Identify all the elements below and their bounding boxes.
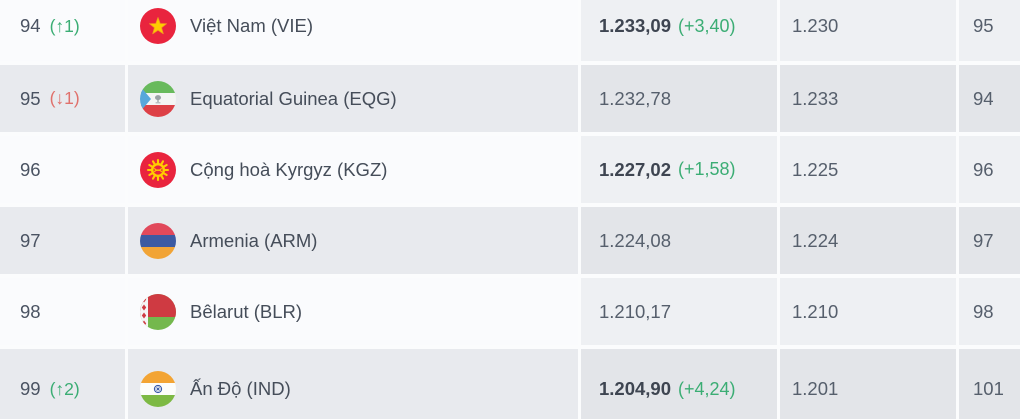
country-cell: Equatorial Guinea (EQG) [128, 65, 578, 132]
points-cell: 1.204,90 (+4,24) [581, 349, 777, 419]
previous-points-cell: 1.224 [780, 207, 956, 274]
points-value: 1.224,08 [599, 229, 672, 251]
previous-rank: 95 [973, 15, 994, 36]
country-cell: Ấn Độ (IND) [128, 349, 578, 419]
previous-rank-cell: 97 [959, 207, 1020, 274]
points-cell: 1.224,08 [581, 207, 777, 274]
kyrgyzstan-flag-icon [140, 151, 176, 188]
rank-movement: (↑1) [49, 15, 80, 36]
previous-points: 1.233 [792, 87, 839, 109]
points-value: 1.210,17 [599, 300, 672, 322]
country-cell: Việt Nam (VIE) [128, 0, 578, 61]
previous-rank-cell: 95 [959, 0, 1020, 61]
country-name: Việt Nam (VIE) [190, 15, 314, 36]
table-row[interactable]: 98 Bêlarut (BLR) 1.210,17 1.210 98 [0, 278, 1020, 345]
previous-points-cell: 1.210 [780, 278, 956, 345]
rank-number: 96 [20, 158, 41, 180]
previous-points-cell: 1.225 [780, 136, 956, 203]
rank-cell: 97 [0, 207, 125, 274]
previous-points: 1.225 [792, 158, 839, 180]
rank-cell: 98 [0, 278, 125, 345]
points-delta: (+1,58) [678, 159, 736, 179]
rank-cell: 94 (↑1) [0, 0, 125, 61]
country-cell: Armenia (ARM) [128, 207, 578, 274]
previous-rank-cell: 98 [959, 278, 1020, 345]
table-row[interactable]: 96 Cộng hoà Kyrgyz (KGZ) 1.227,02 (+1,58… [0, 136, 1020, 203]
country-name: Armenia (ARM) [190, 229, 318, 251]
previous-rank: 94 [973, 87, 994, 109]
table-row[interactable]: 95 (↓1) Equatorial Guinea (EQG) 1.232,78… [0, 65, 1020, 132]
points-value: 1.227,02 [599, 158, 672, 180]
previous-points: 1.210 [792, 300, 839, 322]
points-cell: 1.210,17 [581, 278, 777, 345]
previous-points: 1.230 [792, 15, 839, 36]
rank-number: 97 [20, 229, 41, 251]
previous-rank: 97 [973, 229, 994, 251]
rank-movement: (↑2) [49, 378, 80, 399]
vietnam-flag-icon [140, 8, 176, 44]
points-cell: 1.233,09 (+3,40) [581, 0, 777, 61]
points-cell: 1.227,02 (+1,58) [581, 136, 777, 203]
rank-number: 98 [20, 300, 41, 322]
belarus-flag-icon [140, 293, 176, 330]
rank-cell: 99 (↑2) [0, 349, 125, 419]
country-name: Equatorial Guinea (EQG) [190, 87, 397, 109]
rank-cell: 95 (↓1) [0, 65, 125, 132]
previous-rank: 98 [973, 300, 994, 322]
table-row[interactable]: 94 (↑1) Việt Nam (VIE) 1.233,09 (+3,40) … [0, 0, 1020, 61]
previous-rank: 96 [973, 158, 994, 180]
country-name: Bêlarut (BLR) [190, 300, 303, 322]
previous-points: 1.224 [792, 229, 839, 251]
points-delta: (+4,24) [678, 378, 736, 399]
country-name: Ấn Độ (IND) [190, 378, 291, 399]
rank-movement: (↓1) [49, 88, 80, 108]
previous-rank-cell: 101 [959, 349, 1020, 419]
points-value: 1.233,09 [599, 15, 672, 36]
armenia-flag-icon [140, 222, 176, 259]
previous-points: 1.201 [792, 378, 839, 399]
previous-points-cell: 1.230 [780, 0, 956, 61]
rank-number: 94 [20, 15, 41, 36]
previous-points-cell: 1.201 [780, 349, 956, 419]
previous-rank-cell: 96 [959, 136, 1020, 203]
points-cell: 1.232,78 [581, 65, 777, 132]
india-flag-icon [140, 371, 176, 407]
previous-rank-cell: 94 [959, 65, 1020, 132]
points-value: 1.204,90 [599, 378, 672, 399]
rank-cell: 96 [0, 136, 125, 203]
country-name: Cộng hoà Kyrgyz (KGZ) [190, 158, 388, 180]
rank-number: 95 [20, 87, 41, 109]
rank-number: 99 [20, 378, 41, 399]
table-row[interactable]: 97 Armenia (ARM) 1.224,08 1.224 97 [0, 207, 1020, 274]
country-cell: Bêlarut (BLR) [128, 278, 578, 345]
table-row[interactable]: 99 (↑2) Ấn Độ (IND) 1.204,90 (+4,24) 1.2… [0, 349, 1020, 419]
country-cell: Cộng hoà Kyrgyz (KGZ) [128, 136, 578, 203]
points-value: 1.232,78 [599, 87, 672, 109]
equatorial-guinea-flag-icon [140, 80, 176, 117]
points-delta: (+3,40) [678, 15, 736, 36]
previous-points-cell: 1.233 [780, 65, 956, 132]
previous-rank: 101 [973, 378, 1004, 399]
